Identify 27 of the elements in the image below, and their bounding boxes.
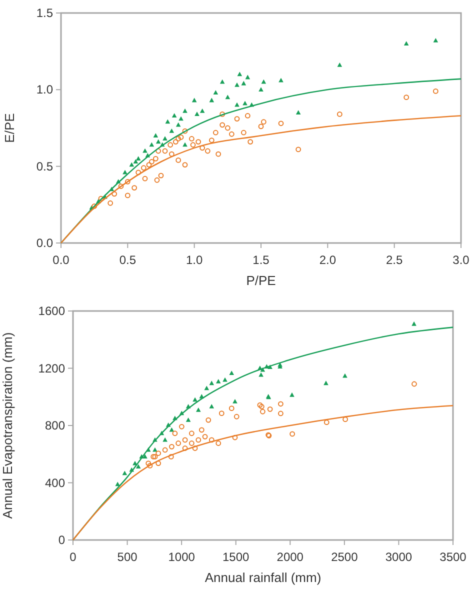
- y-tick-label: 1.5: [36, 6, 54, 20]
- x-tick-label: 3500: [440, 550, 467, 564]
- y-tick-label: 0: [58, 533, 66, 547]
- y-tick-label: 400: [44, 476, 66, 490]
- x-tick-label: 3.0: [452, 253, 470, 267]
- x-tick-label: 0: [70, 550, 77, 564]
- y-axis-title: E/PE: [2, 112, 17, 143]
- x-tick-label: 2500: [331, 550, 358, 564]
- x-tick-label: 1500: [222, 550, 250, 564]
- y-tick-label: 1200: [38, 361, 66, 376]
- x-tick-label: 1000: [168, 550, 196, 564]
- x-tick-label: 2.0: [319, 253, 336, 267]
- y-tick-label: 1.0: [36, 82, 54, 97]
- x-tick-label: 500: [117, 550, 138, 564]
- x-tick-label: 2000: [276, 550, 304, 564]
- x-tick-label: 2.5: [386, 253, 403, 267]
- x-tick-label: 3000: [385, 550, 412, 564]
- y-tick-label: 800: [44, 418, 66, 432]
- x-tick-label: 1.0: [186, 253, 203, 267]
- x-axis-title: Annual rainfall (mm): [204, 570, 322, 585]
- y-tick-label: 1600: [38, 304, 66, 318]
- y-tick-label: 0.0: [36, 236, 54, 250]
- x-tick-label: 0.5: [119, 253, 136, 267]
- x-tick-label: 1.5: [252, 253, 270, 267]
- y-axis-title: Annual Evapotranspiration (mm): [0, 332, 15, 519]
- y-tick-label: 0.5: [36, 159, 54, 174]
- x-axis-title: P/PE: [246, 273, 276, 288]
